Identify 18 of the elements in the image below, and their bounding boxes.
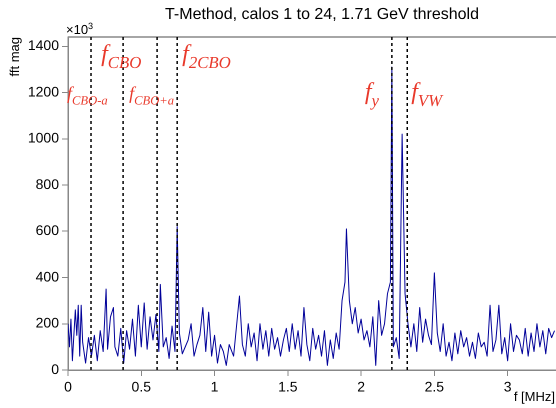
x-tick-label: 1.5 <box>278 378 298 394</box>
x-tick-label: 0 <box>64 378 72 394</box>
x-tick-label: 2 <box>357 378 366 394</box>
x-axis-title: f [MHz] <box>514 389 555 404</box>
y-tick-label: 1000 <box>28 130 60 146</box>
y-tick-label: 0 <box>51 360 60 377</box>
chart-title: T-Method, calos 1 to 24, 1.71 GeV threshold <box>165 6 479 23</box>
y-tick-label: 200 <box>36 314 60 331</box>
y-tick-label: 600 <box>36 222 60 238</box>
x-tick-label: 3 <box>504 378 512 394</box>
x-tick-label: 0.5 <box>132 378 152 394</box>
x-tick-label: 1 <box>210 378 219 394</box>
y-axis-title: fft mag <box>7 37 22 77</box>
y-tick-label: 1200 <box>28 83 60 100</box>
x-tick-label: 2.5 <box>424 378 444 394</box>
y-tick-label: 1400 <box>28 37 60 54</box>
y-tick-label: 400 <box>36 268 60 284</box>
y-tick-label: 800 <box>36 176 60 192</box>
